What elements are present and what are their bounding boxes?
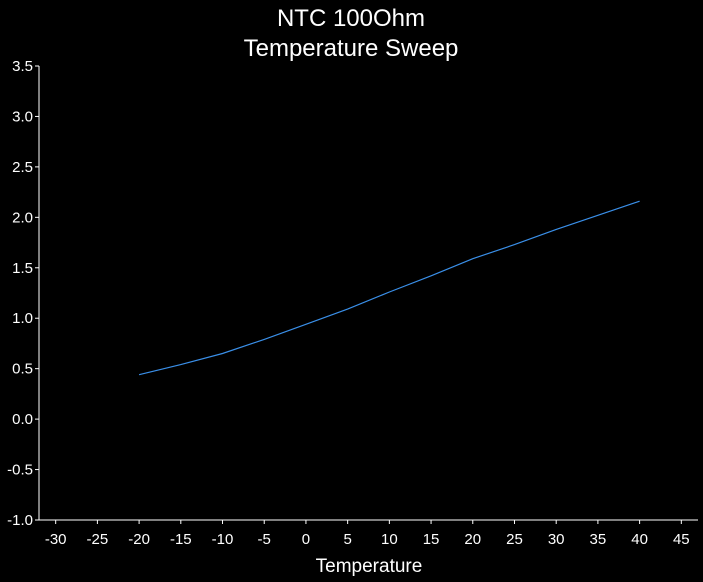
- chart-title: NTC 100Ohm: [277, 5, 425, 32]
- x-tick-label: -15: [170, 531, 192, 548]
- x-tick-label: -10: [212, 531, 234, 548]
- y-tick-label: 3.0: [12, 108, 33, 125]
- y-tick-label: 0.5: [12, 361, 33, 378]
- chart-subtitle: Temperature Sweep: [244, 35, 459, 62]
- y-tick-label: 1.0: [12, 310, 33, 327]
- x-tick-label: 20: [464, 531, 481, 548]
- plot-area: [138, 200, 640, 376]
- series-line: [138, 200, 640, 376]
- x-tick-label: 0: [302, 531, 310, 548]
- x-tick-label: 10: [381, 531, 398, 548]
- y-tick-label: 2.5: [12, 159, 33, 176]
- y-tick-label: 1.5: [12, 260, 33, 277]
- x-tick-label: -5: [258, 531, 271, 548]
- y-tick-label: -0.5: [7, 462, 33, 479]
- x-tick-label: -20: [128, 531, 150, 548]
- y-tick-label: 0.0: [12, 411, 33, 428]
- y-tick-label: 2.0: [12, 209, 33, 226]
- x-tick-label: 45: [673, 531, 690, 548]
- y-tick-label: -1.0: [7, 512, 33, 529]
- y-axis-ticks: 3.5 3.0 2.5 2.0 1.5 1.0 0.5 0.0 -0.5 -1.0: [7, 58, 39, 529]
- axes: [38, 66, 698, 521]
- x-tick-label: 35: [590, 531, 607, 548]
- x-axis-label: Temperature: [316, 556, 423, 577]
- x-tick-label: -25: [87, 531, 109, 548]
- x-tick-label: 30: [548, 531, 565, 548]
- x-tick-label: 15: [423, 531, 440, 548]
- x-tick-label: 40: [631, 531, 648, 548]
- x-axis-ticks: -30 -25 -20 -15 -10 -5 0 5 10 15 20 25 30 35 40 45: [45, 520, 690, 548]
- y-tick-label: 3.5: [12, 58, 33, 75]
- x-tick-label: -30: [45, 531, 67, 548]
- x-tick-label: 25: [506, 531, 523, 548]
- x-tick-label: 5: [343, 531, 351, 548]
